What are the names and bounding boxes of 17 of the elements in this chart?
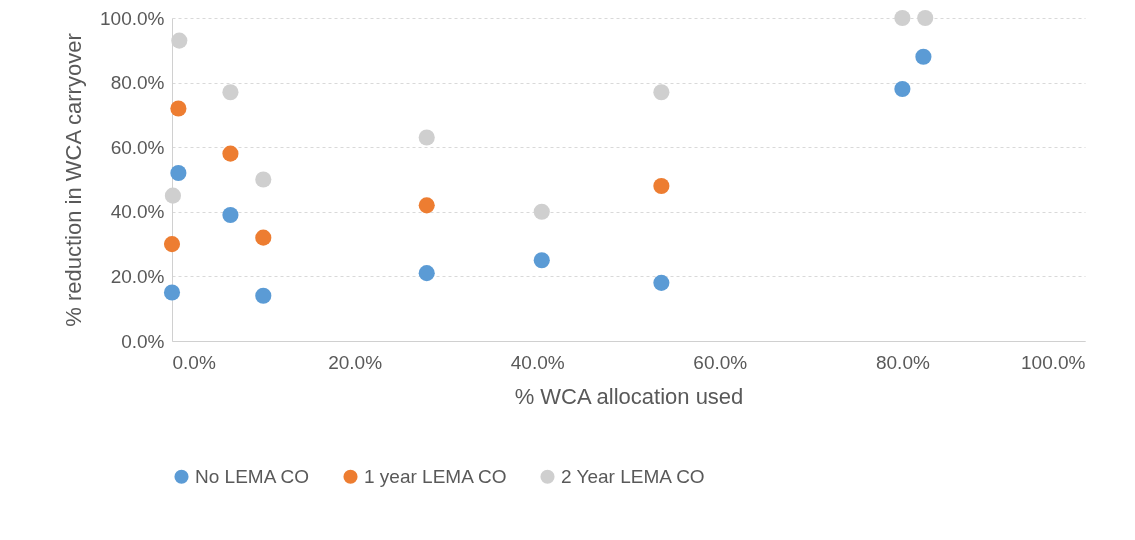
x-tick-label: 40.0% xyxy=(510,351,565,373)
legend-label: No LEMA CO xyxy=(195,465,310,487)
y-tick-label: 60.0% xyxy=(110,136,165,158)
y-tick-label: 100.0% xyxy=(100,7,165,29)
legend-label: 2 Year LEMA CO xyxy=(561,465,705,487)
x-tick-label: 100.0% xyxy=(1021,351,1086,373)
x-tick-label: 0.0% xyxy=(172,351,216,373)
y-axis-title: % reduction in WCA carryover xyxy=(61,33,87,327)
legend-label: 1 year LEMA CO xyxy=(364,465,507,487)
x-tick-label: 60.0% xyxy=(693,351,748,373)
y-tick-label: 0.0% xyxy=(121,330,165,352)
x-tick-label: 20.0% xyxy=(328,351,383,373)
x-tick-label: 80.0% xyxy=(875,351,930,373)
y-tick-label: 40.0% xyxy=(110,201,165,223)
x-axis-title: % WCA allocation used xyxy=(514,383,744,409)
y-tick-label: 80.0% xyxy=(110,72,165,94)
y-tick-label: 20.0% xyxy=(110,265,165,287)
